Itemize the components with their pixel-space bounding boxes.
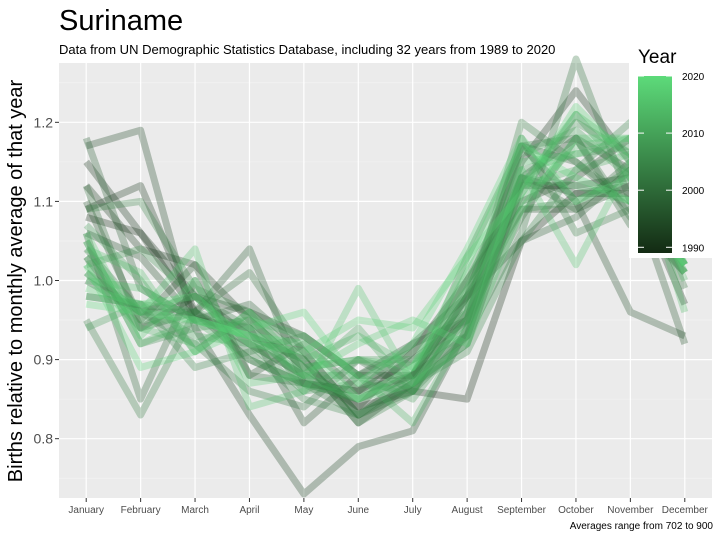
x-tick-label: October bbox=[558, 505, 594, 516]
series-line-2001 bbox=[84, 55, 687, 411]
y-tick-label: 1.1 bbox=[34, 193, 54, 209]
series-line-1992 bbox=[83, 134, 688, 411]
series-line-2020 bbox=[85, 142, 688, 403]
series-line-2000 bbox=[82, 158, 689, 419]
series-line-2012 bbox=[83, 174, 687, 427]
series-line-1994 bbox=[85, 126, 687, 498]
legend-tick-label: 2010 bbox=[682, 129, 705, 140]
series-layer bbox=[82, 55, 689, 498]
legend-ticks: 1990 2000 2010 2020 bbox=[638, 72, 705, 254]
x-tick-label: February bbox=[121, 505, 161, 516]
x-tick-label: June bbox=[347, 505, 369, 516]
x-tick-label: March bbox=[181, 505, 209, 516]
series-line-2015 bbox=[85, 134, 689, 403]
chart-title: Suriname bbox=[59, 5, 183, 37]
y-tick-label: 0.8 bbox=[34, 431, 54, 447]
series-line-2014 bbox=[84, 134, 689, 371]
legend-tick-label: 2000 bbox=[682, 186, 705, 197]
series-line-2008 bbox=[84, 110, 688, 403]
chart-caption: Averages range from 702 to 900 bbox=[570, 521, 714, 532]
series-line-2002 bbox=[83, 134, 688, 419]
series-line-2018 bbox=[85, 103, 688, 356]
chart-subtitle: Data from UN Demographic Statistics Data… bbox=[59, 42, 555, 57]
series-line-2016 bbox=[83, 158, 688, 411]
series-line-2003 bbox=[83, 134, 688, 419]
x-tick-label: November bbox=[607, 505, 654, 516]
y-tick-label: 1.2 bbox=[34, 114, 54, 130]
legend-colorbar bbox=[638, 76, 672, 253]
legend: Year 1990 2000 2010 2020 bbox=[629, 42, 720, 258]
y-axis-label: Births relative to monthly average of th… bbox=[5, 79, 27, 482]
series-line-2009 bbox=[83, 142, 688, 395]
legend-title: Year bbox=[638, 47, 677, 68]
series-line-1995 bbox=[84, 142, 687, 427]
series-line-2011 bbox=[83, 150, 688, 403]
series-line-2019 bbox=[83, 134, 688, 387]
series-line-2007 bbox=[85, 166, 688, 395]
series-line-2010 bbox=[85, 126, 688, 395]
series-line-1993 bbox=[83, 134, 688, 379]
grid-major bbox=[59, 63, 712, 498]
series-line-2006 bbox=[83, 118, 688, 379]
series-line-2013 bbox=[83, 110, 689, 371]
x-tick-label: July bbox=[404, 505, 422, 516]
x-axis: January February March April May June July Augu… bbox=[68, 498, 709, 516]
x-tick-label: September bbox=[497, 505, 547, 516]
series-line-2004 bbox=[85, 118, 688, 427]
y-axis: 0.8 0.9 1.0 1.1 1.2 bbox=[34, 114, 59, 447]
legend-tick-label: 2020 bbox=[682, 72, 705, 83]
x-tick-label: August bbox=[452, 505, 483, 516]
series-line-1989 bbox=[85, 190, 688, 411]
grid-minor bbox=[59, 82, 712, 479]
y-tick-label: 1.0 bbox=[34, 273, 54, 289]
series-line-2017 bbox=[83, 134, 688, 387]
series-line-1998 bbox=[82, 136, 688, 419]
series-line-2005 bbox=[85, 118, 689, 419]
series-line-1999 bbox=[82, 134, 686, 403]
y-tick-label: 0.9 bbox=[34, 352, 54, 368]
x-tick-label: April bbox=[239, 505, 259, 516]
x-tick-label: January bbox=[68, 505, 104, 516]
series-line-1997 bbox=[84, 142, 688, 403]
series-line-1990 bbox=[83, 159, 689, 427]
x-tick-label: May bbox=[294, 505, 313, 516]
series-line-1996 bbox=[83, 182, 689, 395]
x-tick-label: December bbox=[662, 505, 709, 516]
legend-tick-label: 1990 bbox=[682, 243, 705, 254]
series-line-1991 bbox=[84, 87, 688, 395]
